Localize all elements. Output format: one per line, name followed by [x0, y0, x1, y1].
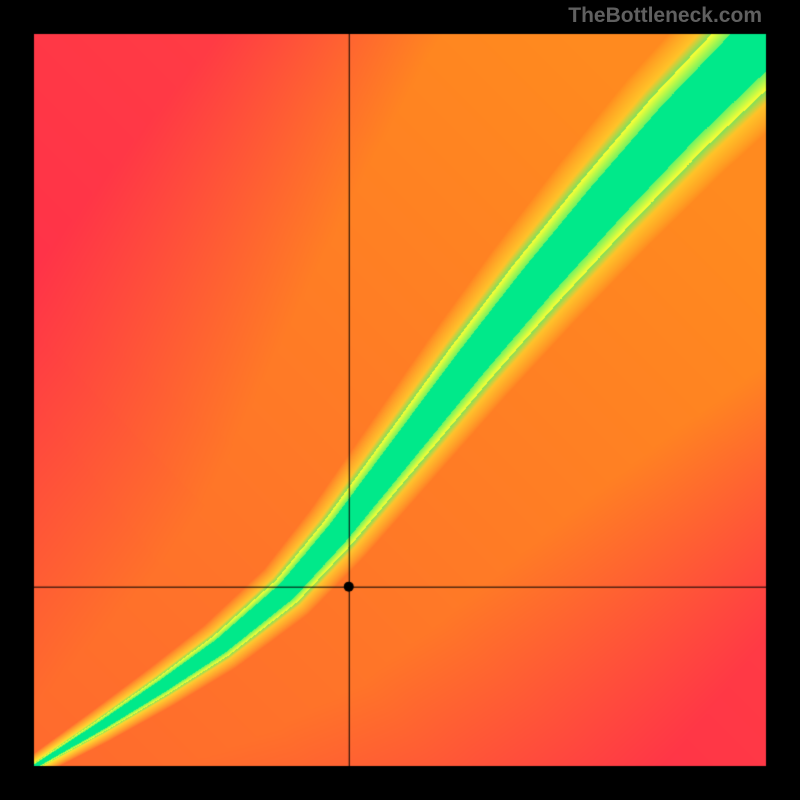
chart-container: TheBottleneck.com	[0, 0, 800, 800]
watermark-text: TheBottleneck.com	[568, 4, 762, 28]
heatmap-canvas	[0, 0, 800, 800]
